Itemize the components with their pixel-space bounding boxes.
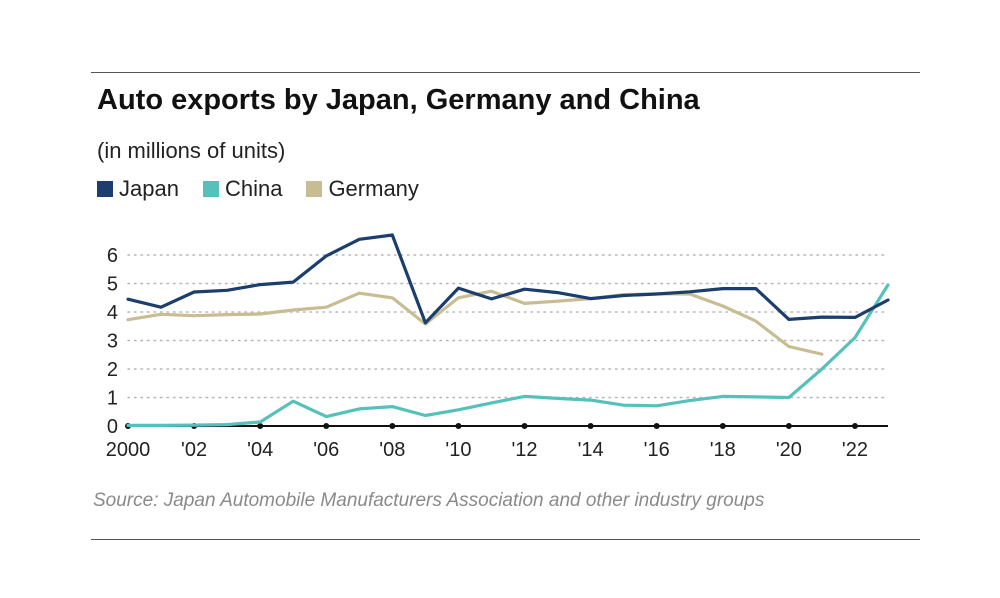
- y-axis-tick-labels: 0 1 2 3 4 5 6: [107, 245, 118, 438]
- x-tick-label-2012: '12: [511, 439, 537, 461]
- x-tick-label-2016: '16: [644, 439, 670, 461]
- legend-item-germany: Germany: [306, 176, 419, 202]
- x-tick-label-2020: '20: [776, 439, 802, 461]
- x-axis: [125, 423, 888, 429]
- legend-swatch-germany: [306, 181, 323, 197]
- x-tick-mark-2004: [257, 423, 264, 429]
- legend-label-china: China: [224, 176, 283, 201]
- x-tick-label-2004: '04: [247, 439, 273, 461]
- grid-lines: [127, 254, 889, 399]
- legend: Japan China Germany: [97, 176, 443, 202]
- series-line-china: [126, 283, 890, 427]
- series-line-japan: [126, 233, 890, 325]
- y-tick-label-4: 4: [107, 302, 118, 324]
- legend-label-germany: Germany: [328, 176, 419, 201]
- chart-subtitle: (in millions of units): [97, 138, 286, 163]
- legend-item-japan: Japan: [97, 176, 179, 202]
- legend-item-china: China: [202, 176, 283, 202]
- legend-swatch-japan: [97, 181, 113, 197]
- x-tick-mark-2006: [323, 423, 330, 429]
- x-tick-mark-2018: [719, 423, 726, 429]
- source-note: Source: Japan Automobile Manufacturers A…: [93, 490, 765, 511]
- x-tick-label-2018: '18: [710, 439, 736, 461]
- x-tick-mark-2022: [851, 423, 858, 429]
- legend-swatch-china: [202, 181, 219, 197]
- x-tick-label-2022: '22: [842, 439, 868, 461]
- x-tick-label-2014: '14: [578, 439, 604, 461]
- y-tick-label-0: 0: [107, 416, 118, 438]
- series-lines: [126, 233, 890, 427]
- x-axis-tick-labels: 2000 '02 '04 '06 '08 '10 '12 '14 '16 '18 '20 '22: [106, 439, 868, 461]
- x-tick-mark-2012: [521, 423, 528, 429]
- series-line-germany: [126, 289, 824, 356]
- y-tick-label-1: 1: [107, 388, 118, 410]
- x-tick-mark-2008: [389, 423, 396, 429]
- x-tick-mark-2016: [653, 423, 660, 429]
- x-tick-mark-2010: [455, 423, 462, 429]
- y-tick-label-5: 5: [107, 274, 118, 296]
- x-tick-label-2008: '08: [379, 439, 405, 461]
- y-tick-label-3: 3: [107, 331, 118, 353]
- x-tick-label-2006: '06: [313, 439, 339, 461]
- x-tick-label-2010: '10: [445, 439, 471, 461]
- bottom-rule: [91, 539, 920, 540]
- top-rule: [91, 72, 920, 73]
- y-tick-label-2: 2: [107, 359, 118, 381]
- x-tick-label-2002: '02: [181, 439, 207, 461]
- x-tick-label-2000: 2000: [106, 439, 151, 461]
- x-tick-mark-2014: [587, 423, 594, 429]
- chart-title: Auto exports by Japan, Germany and China: [97, 84, 700, 116]
- x-tick-mark-2020: [785, 423, 792, 429]
- legend-label-japan: Japan: [119, 176, 179, 201]
- y-tick-label-6: 6: [107, 245, 118, 267]
